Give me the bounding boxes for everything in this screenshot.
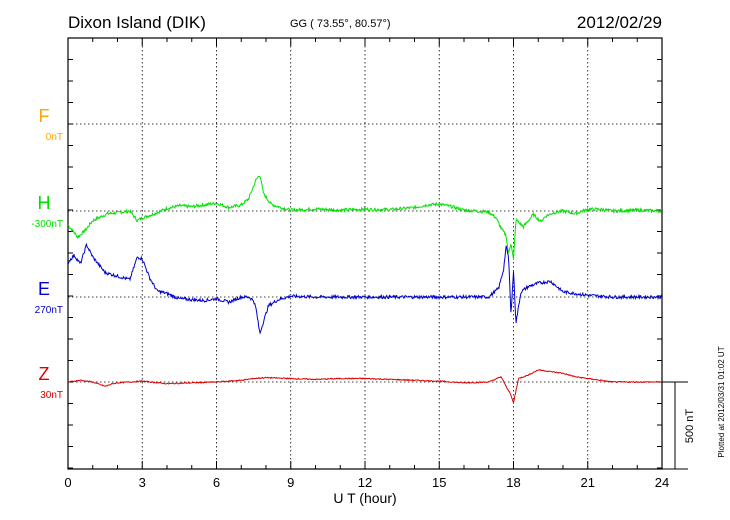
x-tick-label: 15 bbox=[432, 475, 446, 490]
series-labels: F 0nT H -300nT E 270nT Z 30nT bbox=[31, 106, 63, 401]
x-tick-label: 21 bbox=[581, 475, 595, 490]
traces bbox=[67, 175, 663, 405]
station-title: Dixon Island (DIK) bbox=[68, 13, 206, 32]
axis-ticks bbox=[67, 38, 663, 469]
date-label: 2012/02/29 bbox=[577, 13, 662, 32]
coordinates-label: GG ( 73.55°, 80.57°) bbox=[290, 18, 391, 30]
series-baseline-f: 0nT bbox=[46, 132, 63, 143]
scale-bar: 500 nT bbox=[662, 381, 696, 470]
series-label-z: Z bbox=[39, 364, 50, 384]
trace-e bbox=[67, 242, 663, 335]
x-tick-label: 0 bbox=[64, 475, 71, 490]
trace-h bbox=[67, 175, 663, 260]
series-label-e: E bbox=[38, 279, 50, 299]
trace-z bbox=[67, 368, 663, 405]
series-label-f: F bbox=[39, 106, 50, 126]
series-label-h: H bbox=[38, 193, 51, 213]
x-tick-label: 24 bbox=[655, 475, 669, 490]
x-tick-labels: 0 3 6 9 12 15 18 21 24 bbox=[64, 475, 669, 490]
series-baseline-e: 270nT bbox=[35, 305, 63, 316]
x-tick-label: 18 bbox=[506, 475, 520, 490]
vertical-gridlines bbox=[141, 38, 589, 469]
x-tick-label: 3 bbox=[139, 475, 146, 490]
plotted-at-note: Plotted at 2012/03/31 01:02 UT bbox=[717, 346, 726, 457]
series-baseline-z: 30nT bbox=[40, 390, 63, 401]
x-tick-label: 9 bbox=[287, 475, 294, 490]
x-tick-label: 12 bbox=[358, 475, 372, 490]
series-baseline-h: -300nT bbox=[31, 219, 63, 230]
scale-bar-label: 500 nT bbox=[684, 409, 696, 444]
x-axis-label: U T (hour) bbox=[333, 490, 396, 506]
x-tick-label: 6 bbox=[213, 475, 220, 490]
